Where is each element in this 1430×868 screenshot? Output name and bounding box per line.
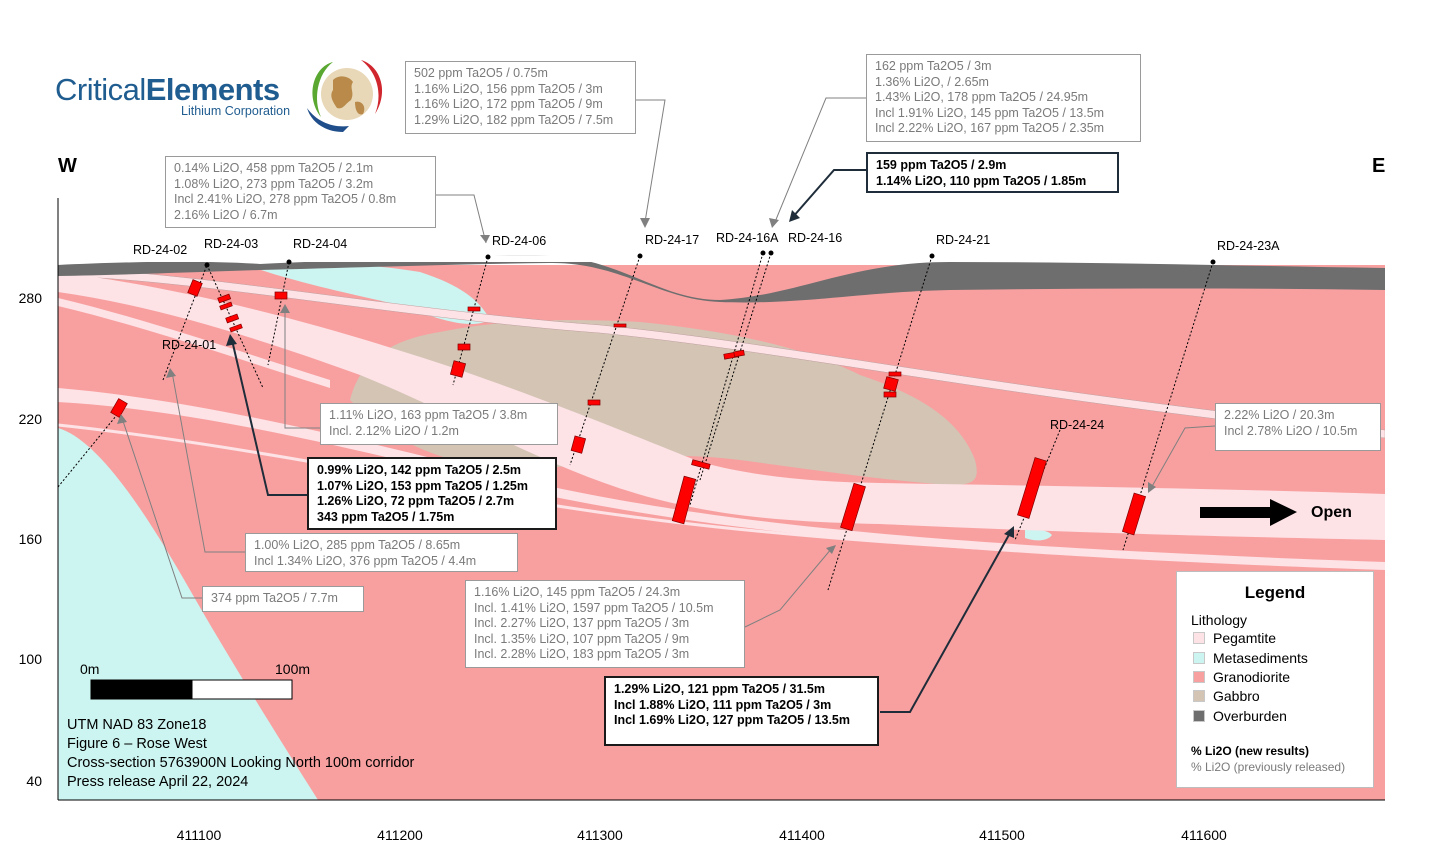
logo-subtitle: Lithium Corporation [181,104,291,118]
x-tick-label: 411500 [979,827,1025,843]
scale-bar-end: 100m [275,661,311,677]
open-arrow-icon [1200,499,1297,526]
hole-label: RD-24-03 [204,237,259,251]
pegmatite-dyke-lower-2 [58,423,1385,568]
callout-rd-24-02-03: 0.14% Li2O, 458 ppm Ta2O5 / 2.1m 1.08% Li… [165,156,436,228]
new-result-arrowheads [226,210,1014,538]
callout-rd-24-04: 1.11% Li2O, 163 ppm Ta2O5 / 3.8m Incl. 2.… [320,403,558,445]
y-tick-label: 160 [18,531,42,547]
globe-logo-icon [307,60,383,132]
callout-rd-24-21: 1.16% Li2O, 145 ppm Ta2O5 / 24.3m Incl. 1… [465,580,745,668]
legend-note-new: % Li2O (new results) [1191,744,1310,758]
granodiorite-swatch [1193,671,1205,683]
hole-label: RD-24-17 [645,233,700,247]
company-logo: CriticalElements Lithium Corporation [55,52,395,134]
caption-line: UTM NAD 83 Zone18 [67,717,207,733]
y-tick-label: 40 [26,773,42,789]
new-result-leaders [231,169,1011,713]
pegmatite-swatch [1193,632,1205,644]
hole-label: RD-24-16A [716,231,779,245]
x-tick-label: 411300 [577,827,623,843]
callout-rd-24-03-new: 0.99% Li2O, 142 ppm Ta2O5 / 2.5m 1.07% Li… [307,457,557,530]
scale-bar-white [191,679,293,700]
callout-rd-24-24-new: 1.29% Li2O, 121 ppm Ta2O5 / 31.5m Incl 1.… [604,676,879,746]
x-tick-label: 411600 [1181,827,1227,843]
metasediments-unit-left [58,428,318,800]
metasediments-unit-small [1025,529,1052,541]
scale-bar-start: 0m [80,661,100,677]
intercept-markers [110,279,1147,536]
legend-title: Legend [1244,583,1306,602]
x-tick-label: 411400 [779,827,825,843]
legend-item: Gabbro [1193,687,1260,705]
hole-label: RD-24-02 [133,243,188,257]
hole-label: RD-24-16 [788,231,843,245]
legend-item: Granodiorite [1193,668,1290,686]
metasediments-swatch [1193,652,1205,664]
x-tick-label: 411100 [176,827,222,843]
overburden-unit [58,255,1385,303]
pegmatite-dyke-upper [58,267,1385,439]
callout-rd-24-23a: 2.22% Li2O / 20.3m Incl 2.78% Li2O / 10.5… [1215,403,1381,451]
scale-bar-black [90,679,193,700]
pegmatite-dyke-left [58,298,330,388]
callout-rd-24-16-new: 159 ppm Ta2O5 / 2.9m 1.14% Li2O, 110 ppm … [866,152,1119,193]
callout-arrowheads [117,218,1156,554]
gabbro-swatch [1193,690,1205,702]
collar-points [204,250,1216,268]
drill-traces [57,252,1214,591]
figure-caption: UTM NAD 83 Zone18 Figure 6 – Rose West C… [67,716,414,792]
caption-line: Cross-section 5763900N Looking North 100… [67,755,415,771]
logo-wordmark: CriticalElements [55,72,280,107]
legend-item: Pegamtite [1193,629,1276,647]
callout-rd-24-06-17: 502 ppm Ta2O5 / 0.75m 1.16% Li2O, 156 ppm… [405,61,636,134]
y-tick-label: 220 [18,411,42,427]
caption-line: Figure 6 – Rose West [67,736,207,752]
hole-label: RD-24-01 [162,338,217,352]
pegmatite-dyke-lower [58,388,1385,570]
legend-item: Metasediments [1193,649,1308,667]
x-tick-label: 411200 [377,827,423,843]
hole-label: RD-24-24 [1050,418,1105,432]
west-label: W [58,155,77,177]
east-label: E [1372,155,1386,177]
caption-line: Press release April 22, 2024 [67,774,249,790]
hole-label: RD-24-21 [936,233,991,247]
overburden-swatch [1193,710,1205,722]
hole-label: RD-24-04 [293,237,348,251]
legend-subtitle: Lithology [1191,612,1248,628]
callout-leaders [121,97,1216,628]
hole-label: RD-24-23A [1217,239,1280,253]
callout-rd-24-16a: 162 ppm Ta2O5 / 3m 1.36% Li2O, / 2.65m 1.4… [866,54,1141,142]
callout-rd-24-01: 374 ppm Ta2O5 / 7.7m [202,586,364,612]
legend-item: Overburden [1193,707,1287,725]
legend: Legend Lithology Pegamtite Metasediments… [1176,571,1374,788]
legend-note-old: % Li2O (previously released) [1191,760,1346,774]
open-label: Open [1311,504,1352,521]
y-tick-label: 100 [18,651,42,667]
callout-rd-24-02-low: 1.00% Li2O, 285 ppm Ta2O5 / 8.65m Incl 1.… [245,533,518,572]
hole-label: RD-24-06 [492,234,547,248]
y-tick-label: 280 [18,290,42,306]
